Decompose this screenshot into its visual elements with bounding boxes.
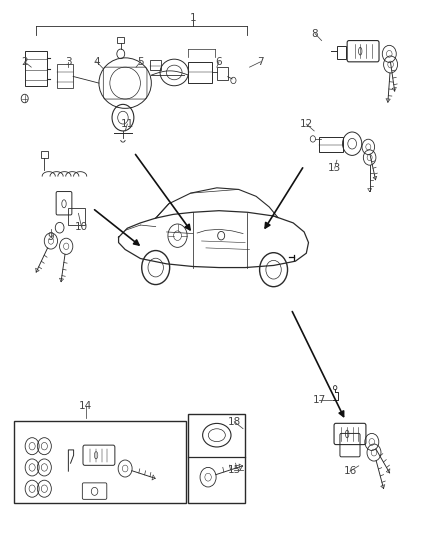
Bar	[57, 64, 73, 88]
Bar	[188, 62, 212, 83]
Text: 14: 14	[79, 401, 92, 411]
Text: 9: 9	[48, 232, 54, 243]
Text: 17: 17	[313, 395, 326, 406]
Bar	[319, 138, 343, 152]
Text: 18: 18	[228, 417, 241, 427]
Text: 4: 4	[93, 57, 100, 67]
Text: 5: 5	[137, 57, 144, 67]
Text: 12: 12	[300, 119, 313, 129]
Text: 16: 16	[343, 466, 357, 476]
Bar	[14, 421, 186, 503]
Text: 13: 13	[328, 163, 341, 173]
Bar	[150, 60, 161, 70]
Bar	[217, 67, 228, 80]
Text: 2: 2	[21, 57, 28, 67]
Bar	[41, 151, 48, 158]
Text: 6: 6	[215, 57, 223, 67]
Text: 8: 8	[312, 29, 318, 39]
Bar	[68, 208, 85, 225]
Text: 10: 10	[75, 222, 88, 232]
Text: 11: 11	[121, 119, 134, 129]
Text: 3: 3	[65, 57, 72, 67]
Bar	[188, 414, 245, 503]
Text: 1: 1	[190, 13, 196, 23]
Bar	[117, 37, 124, 43]
Text: 7: 7	[257, 57, 264, 67]
Text: 15: 15	[228, 465, 241, 474]
Bar	[25, 51, 46, 86]
Bar	[337, 46, 346, 59]
